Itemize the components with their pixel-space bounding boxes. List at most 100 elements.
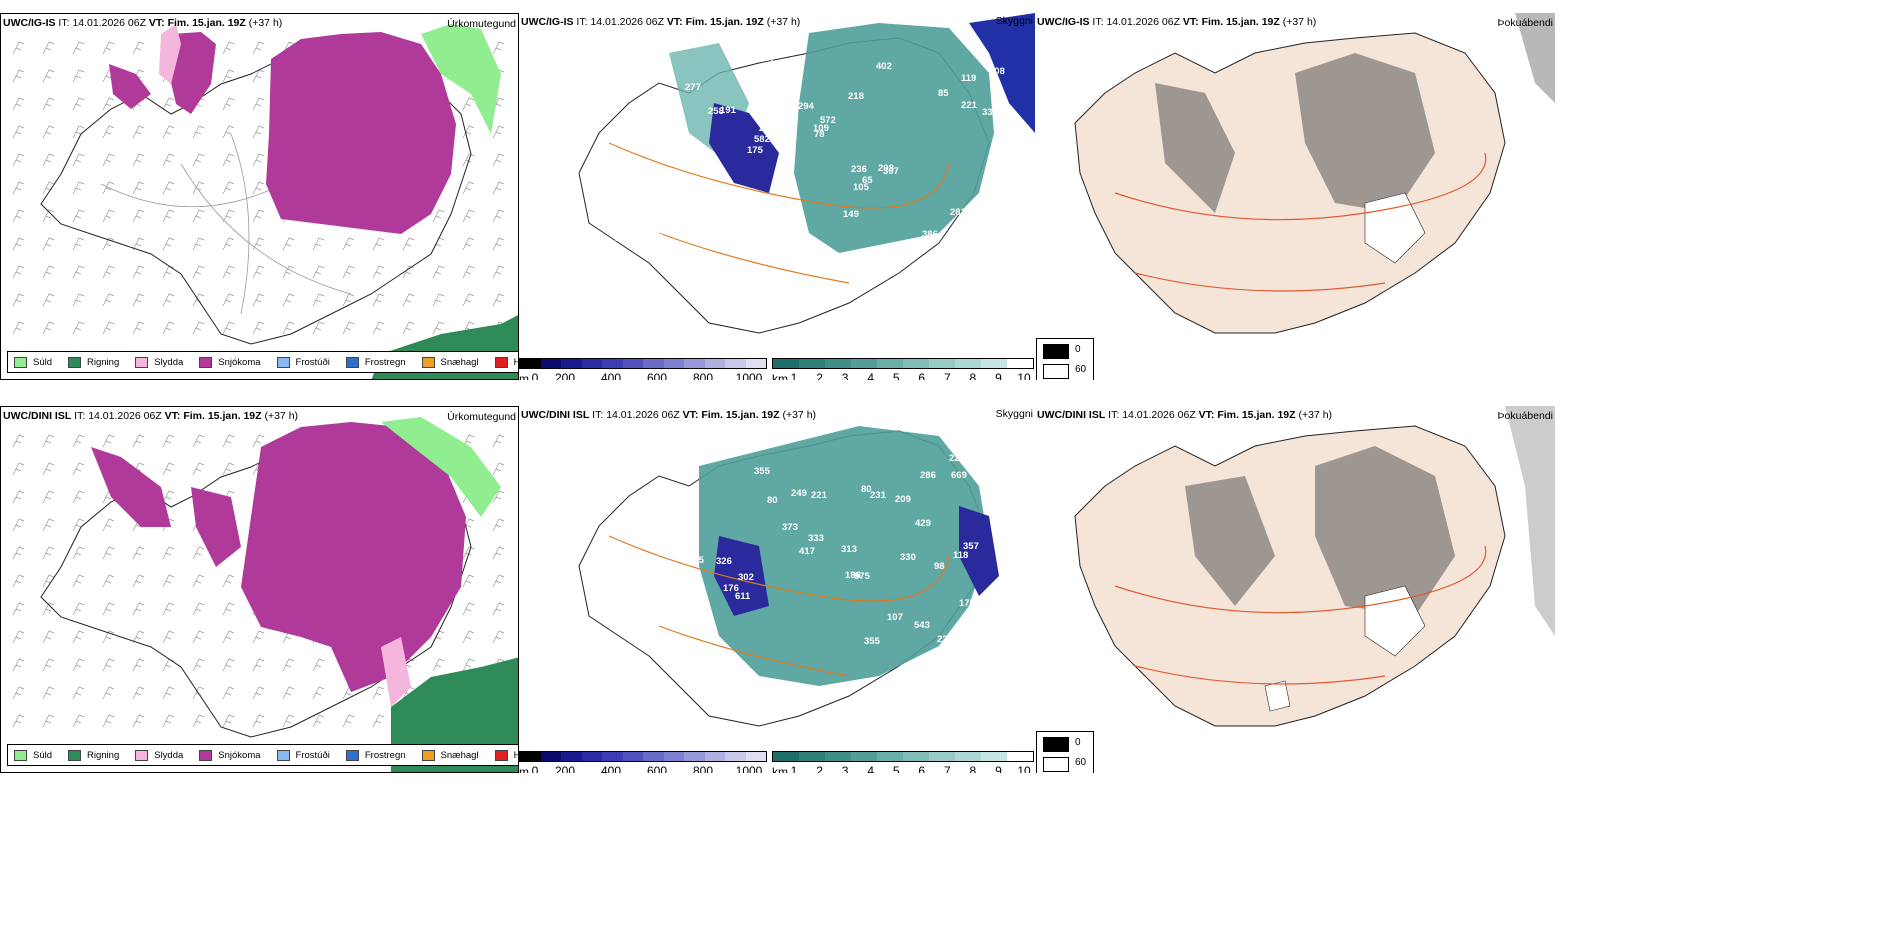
fog-legend-low-swatch [1043,344,1069,359]
m-tick-label: 1000 [735,371,763,380]
wind-barb [222,265,235,279]
wind-barb [72,321,85,335]
wind-barb [132,265,145,279]
wind-barb [252,237,265,251]
legend-swatch [276,749,290,761]
km-color-cell [1007,359,1033,368]
panel-header: UWC/IG-IS IT: 14.01.2026 06Z VT: Fim. 15… [3,17,283,29]
wind-barb [192,658,205,672]
visibility-value-label: 288 [674,212,690,223]
wind-barb [462,658,475,672]
wind-barb [192,265,205,279]
wind-barb [432,209,445,223]
wind-barb [252,181,265,195]
visibility-value-label: 208 [801,240,817,251]
legend-label: Slydda [154,356,184,368]
visibility-value-label: 332 [982,107,998,118]
legend-item-7: Haglél [494,356,518,368]
wind-barb [42,490,55,504]
wind-barb [192,209,205,223]
wind-barb [72,209,85,223]
wind-barb [312,686,325,700]
m-color-cell [643,359,664,368]
wind-barb [72,125,85,139]
legend-item-6: Snæhagl [421,356,479,368]
visibility-value-label: 462 [998,572,1014,583]
precip-type-legend: Súld Rigning Slydda Snjókoma Frostúði Frostre… [7,351,518,373]
wind-barb [432,265,445,279]
wind-barb [492,153,505,167]
visibility-value-label: 118 [953,550,968,561]
wind-barb [72,237,85,251]
km-tick-label: 7 [943,764,951,773]
wind-barb [462,602,475,616]
fog-legend-high-swatch [1043,364,1069,379]
wind-barb [492,209,505,223]
wind-barb [42,321,55,335]
wind-barb [252,293,265,307]
visibility-value-label: 975 [854,571,871,582]
wind-barb [12,434,25,448]
wind-barb [252,209,265,223]
wind-barb [132,602,145,616]
wind-barb [12,181,25,195]
legend-label: Snæhagl [440,356,479,368]
visibility-map-top: 1341331191752182502792941871912702882505… [578,13,1035,334]
wind-barb [72,97,85,111]
visibility-value-label: 229 [949,453,965,464]
visibility-labels: 1341331191752182502792941871912702882505… [611,53,1014,253]
visibility-value-label: 218 [848,91,864,102]
panel-header: UWC/IG-IS IT: 14.01.2026 06Z VT: Fim. 15… [521,16,801,28]
wind-barb [42,265,55,279]
km-tick-label: 3 [841,764,849,773]
wind-barb [222,602,235,616]
km-strip [772,358,1034,369]
panel-title: Úrkomutegund [447,18,516,30]
m-color-cell [602,752,623,761]
wind-barb [72,434,85,448]
wind-barb [192,153,205,167]
km-tick-label: 9 [995,764,1002,773]
m-strip [519,751,767,762]
km-color-cell [981,359,1007,368]
visibility-map-bottom: 226 176 186 105 175 220 272 326 209 249 231 543 611 3… [578,426,1014,727]
wind-barb [492,434,505,448]
km-color-cell [955,359,981,368]
wind-barb [12,69,25,83]
wind-barb [102,321,115,335]
legend-swatch [14,749,27,761]
wind-barb [492,490,505,504]
visibility-m-area-ne [969,13,1035,133]
wind-barb [72,602,85,616]
visibility-value-label: 326 [716,556,732,567]
visibility-value-label: 333 [808,533,824,544]
m-tick-label: 600 [646,371,668,380]
wind-barb [132,321,145,335]
m-tick-label: 0 [531,764,539,773]
precip-map-dini [12,417,518,772]
wind-barb [162,462,175,476]
wind-barb [252,434,265,448]
wind-barb [492,41,505,55]
snow-area-main [241,422,466,692]
wind-barb [132,686,145,700]
wind-barb [102,434,115,448]
wind-barb [342,265,355,279]
km-color-cell [1007,752,1033,761]
wind-barb [102,602,115,616]
km-color-cell [877,752,903,761]
km-tick-label: 6 [918,371,926,380]
precip-type-legend-dini: Súld Rigning Slydda Snjókoma Frostúði Frostre… [7,744,518,766]
wind-barb [462,630,475,644]
wind-barb [462,265,475,279]
wind-barb [72,574,85,588]
visibility-value-label: 429 [915,518,931,529]
m-color-cell [602,359,623,368]
wind-barb [12,265,25,279]
visibility-value-label: 149 [843,209,859,220]
visibility-value-label: 220 [650,499,666,510]
visibility-value-label: 381 [643,614,660,625]
sleet-area [381,637,411,707]
wind-barb [162,686,175,700]
wind-barb [72,69,85,83]
